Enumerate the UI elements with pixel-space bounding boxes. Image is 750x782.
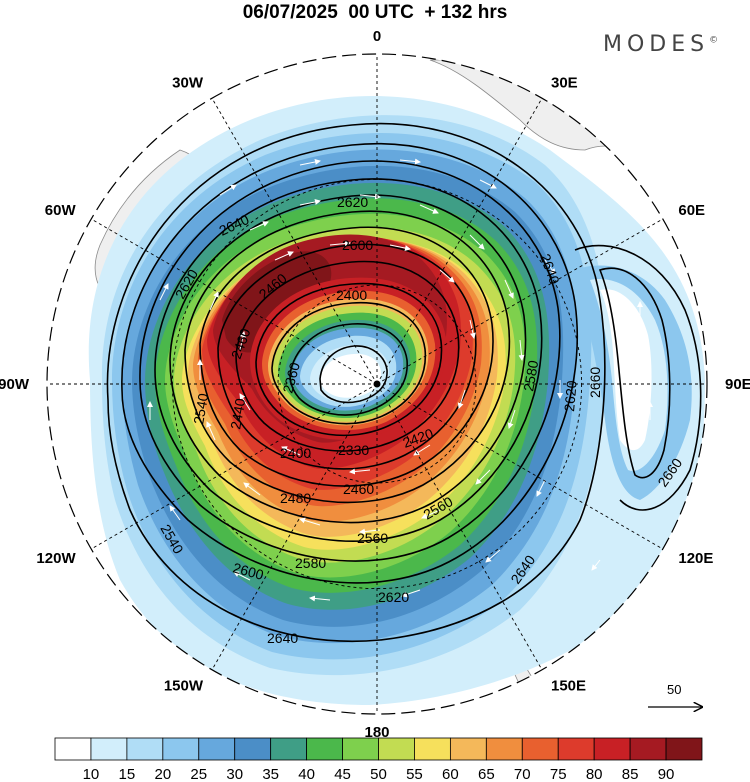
meridian-line (376, 218, 664, 385)
meridian-line (90, 218, 378, 385)
colorbar-swatch (90, 737, 128, 761)
longitude-label: 30E (551, 75, 578, 92)
geopotential-contours (106, 122, 702, 642)
contour-labels: 2620 2640 2620 2600 2460 2460 2400 2360 … (157, 194, 685, 646)
map-field (47, 54, 707, 714)
colorbar-swatch (485, 737, 523, 761)
map-title: 06/07/2025 00 UTC + 132 hrs (242, 2, 508, 23)
contour-label: 2600 (231, 559, 265, 583)
colorbar-swatch (557, 737, 595, 761)
modes-logo: MODES© (603, 32, 718, 57)
contour-label: 2360 (279, 360, 303, 394)
contour-label: 2400 (280, 445, 311, 461)
longitude-label: 120E (678, 550, 713, 567)
latitude-circle (171, 178, 583, 590)
colorbar-tick-label: 45 (334, 766, 351, 782)
map-boundary (46, 53, 708, 715)
contour-label: 2330 (338, 442, 369, 458)
colorbar-tick-label: 30 (226, 766, 243, 782)
longitude-label: 120W (36, 550, 76, 567)
contour-label: 2620 (378, 589, 409, 605)
colorbar-swatch (54, 737, 92, 761)
colorbar-swatch (629, 737, 667, 761)
longitude-label: 60W (45, 202, 77, 219)
meridian-line (376, 383, 664, 550)
colorbar-tick-label: 90 (658, 766, 675, 782)
colorbar-tick-label: 55 (406, 766, 423, 782)
meridian-line (211, 97, 378, 385)
colorbar-tick-label: 60 (442, 766, 459, 782)
longitude-label: 90E (725, 376, 750, 393)
colorbar-tick-label: 50 (370, 766, 387, 782)
contour-label: 2580 (520, 359, 541, 393)
pole-dot-icon (373, 380, 381, 388)
contour-label: 2460 (343, 481, 374, 497)
colorbar-swatch (593, 737, 631, 761)
contour-label: 2400 (336, 287, 367, 303)
contour-label: 2620 (561, 380, 580, 413)
brand-text: MODES (603, 32, 710, 57)
meridian-line (211, 383, 378, 671)
latitude-circle (277, 284, 477, 484)
contour-label: 2640 (267, 630, 298, 646)
meridian-line (376, 97, 543, 385)
colorbar-tick-label: 85 (622, 766, 639, 782)
colorbar: 10 15 20 25 30 35 40 45 50 55 60 65 70 75 80 85 90 (54, 737, 703, 782)
colorbar-swatch (342, 737, 379, 761)
colorbar-swatch (126, 737, 164, 761)
meridian-line (90, 383, 378, 550)
colorbar-tick-label: 70 (514, 766, 531, 782)
colorbar-tick-label: 20 (154, 766, 171, 782)
longitude-labels: 0 30E 60E 90E 120E 150E 180 150W 120W 90W 60W 30W (0, 28, 750, 741)
wind-vectors (121, 158, 653, 602)
longitude-label: 60E (678, 202, 705, 219)
longitude-label: 180 (364, 724, 389, 741)
colorbar-tick-label: 80 (586, 766, 603, 782)
contour-label: 2660 (587, 367, 603, 398)
colorbar-tick-label: 65 (478, 766, 495, 782)
longitude-label: 150W (164, 677, 204, 694)
colorbar-tick-label: 10 (83, 766, 100, 782)
longitude-label: 0 (373, 28, 381, 45)
colorbar-swatch (414, 737, 451, 761)
colorbar-swatch (665, 737, 703, 761)
longitude-label: 150E (551, 677, 586, 694)
meridian-line (376, 383, 543, 671)
reference-vector-label: 50 (667, 682, 681, 697)
colorbar-swatch (198, 737, 236, 761)
contour-label: 2480 (280, 490, 311, 506)
colorbar-tick-label: 25 (190, 766, 207, 782)
longitude-label: 30W (172, 75, 204, 92)
contour-label: 2540 (190, 392, 211, 426)
colorbar-tick-label: 75 (550, 766, 567, 782)
contour-label: 2560 (357, 530, 388, 546)
graticule (47, 54, 707, 714)
colorbar-swatch (270, 737, 308, 761)
colorbar-swatch (306, 737, 343, 761)
colorbar-tick-label: 35 (262, 766, 279, 782)
longitude-label: 90W (0, 376, 30, 393)
colorbar-swatch (449, 737, 487, 761)
brand-mark: © (709, 35, 719, 46)
colorbar-tick-label: 15 (119, 766, 136, 782)
colorbar-swatch (162, 737, 200, 761)
colorbar-swatch (234, 737, 272, 761)
colorbar-swatch (378, 737, 415, 761)
colorbar-tick-label: 40 (298, 766, 315, 782)
contour-label: 2440 (227, 397, 248, 431)
colorbar-swatch (521, 737, 559, 761)
contour-label: 2600 (342, 237, 373, 253)
contour-label: 2580 (295, 555, 326, 571)
contour-label: 2620 (337, 194, 368, 210)
